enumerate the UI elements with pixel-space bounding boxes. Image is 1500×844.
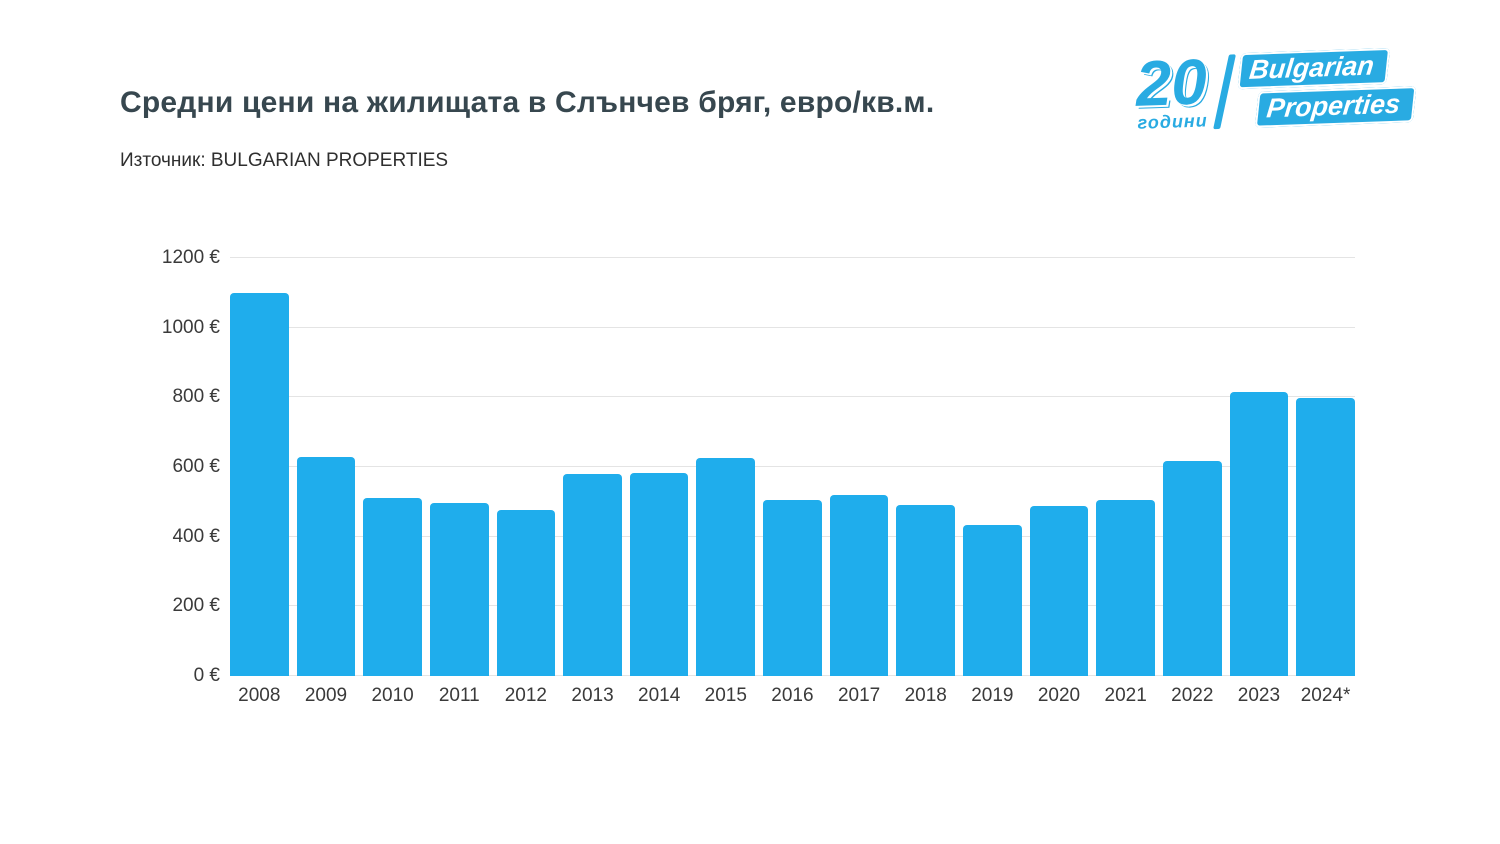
bar-column <box>296 258 356 676</box>
logo-brand-line2: Properties <box>1255 86 1417 128</box>
y-axis: 0 € 200 € 400 € 600 € 800 € 1000 € 1200 € <box>150 247 230 686</box>
y-axis-tick-label: 1200 € <box>161 247 220 268</box>
bar-2023 <box>1229 391 1289 676</box>
logo-brand-name: Bulgarian Properties <box>1237 47 1417 128</box>
bar-column <box>230 258 289 676</box>
x-axis: 2008 2009 2010 2011 2012 2013 2014 2015 2016 2017… <box>230 685 1355 707</box>
x-axis-tick-label: 2010 <box>371 685 414 706</box>
bar-2010 <box>363 498 422 676</box>
bar-column <box>563 258 622 676</box>
bar-column <box>963 258 1022 676</box>
bar-2017 <box>829 494 889 676</box>
bar-2024* <box>1296 398 1355 676</box>
bar-2014 <box>629 472 689 676</box>
bar-2018 <box>896 505 956 676</box>
x-axis-tick-label: 2021 <box>1104 685 1147 706</box>
x-axis-tick-label: 2022 <box>1171 685 1214 706</box>
x-axis-tick-label: 2011 <box>438 685 480 706</box>
bar-column <box>896 258 956 676</box>
y-axis-tick-label: 800 € <box>172 386 220 408</box>
bar-2009 <box>296 456 356 676</box>
plot-area <box>230 257 1355 676</box>
logo-20-number: 20 <box>1134 45 1209 120</box>
gridline <box>230 326 1355 328</box>
x-axis-tick-label: 2017 <box>837 685 881 706</box>
y-axis-tick-label: 0 € <box>193 665 220 686</box>
bar-column <box>1296 258 1355 676</box>
bar-column <box>829 258 889 676</box>
bar-2012 <box>496 509 556 676</box>
gridline <box>230 466 1355 467</box>
bar-2011 <box>429 503 489 676</box>
bar-column <box>1162 258 1222 676</box>
x-axis-tick-label: 2023 <box>1237 685 1281 706</box>
x-axis-tick-label: 2015 <box>704 685 747 706</box>
chart-source: Източник: BULGARIAN PROPERTIES <box>120 150 449 171</box>
x-axis-tick-label: 2012 <box>504 685 548 706</box>
chart-title: Средни цени на жилищата в Слънчев бряг, … <box>120 86 935 119</box>
x-axis-tick-label: 2016 <box>771 685 814 706</box>
y-axis-tick-label: 600 € <box>172 456 220 477</box>
bar-column <box>696 258 756 676</box>
logo-brand-line1: Bulgarian <box>1237 47 1391 90</box>
bar-column <box>496 258 556 676</box>
x-axis-tick-label: 2014 <box>638 685 681 706</box>
y-axis-tick-label: 1000 € <box>161 316 220 338</box>
bar-column <box>1096 258 1155 676</box>
bars-row <box>230 258 1355 676</box>
bar-column <box>363 258 422 676</box>
bar-2015 <box>696 457 756 676</box>
gridline <box>230 396 1355 398</box>
bar-column <box>429 258 489 676</box>
x-axis-tick-label: 2009 <box>304 685 348 706</box>
logo-years-label: години <box>1137 110 1209 133</box>
bar-2021 <box>1096 500 1155 676</box>
bar-column <box>1029 258 1089 676</box>
bar-2008 <box>230 292 289 676</box>
x-axis-tick-label: 2013 <box>571 685 614 706</box>
bar-column <box>1229 258 1289 676</box>
x-axis-tick-label: 2018 <box>904 685 947 706</box>
y-axis-tick-label: 200 € <box>172 595 220 617</box>
bar-2013 <box>563 473 622 676</box>
bar-2016 <box>763 500 822 676</box>
y-axis-tick-label: 400 € <box>172 525 220 547</box>
gridline <box>230 257 1355 258</box>
bar-column <box>763 258 822 676</box>
brand-logo: 20 години Bulgarian Properties <box>1134 45 1417 134</box>
bar-2019 <box>963 524 1022 676</box>
x-axis-tick-label: 2008 <box>238 685 281 706</box>
bar-2020 <box>1029 506 1089 676</box>
x-axis-tick-label: 2024* <box>1300 685 1351 706</box>
bar-column <box>629 258 689 676</box>
x-axis-tick-label: 2020 <box>1037 685 1081 706</box>
logo-anniversary: 20 години <box>1134 45 1209 133</box>
bar-2022 <box>1162 460 1222 676</box>
x-axis-tick-label: 2019 <box>971 685 1014 706</box>
bar-chart: 0 € 200 € 400 € 600 € 800 € 1000 € 1200 € 2008… <box>150 247 1355 707</box>
logo-slash-icon <box>1213 53 1237 129</box>
